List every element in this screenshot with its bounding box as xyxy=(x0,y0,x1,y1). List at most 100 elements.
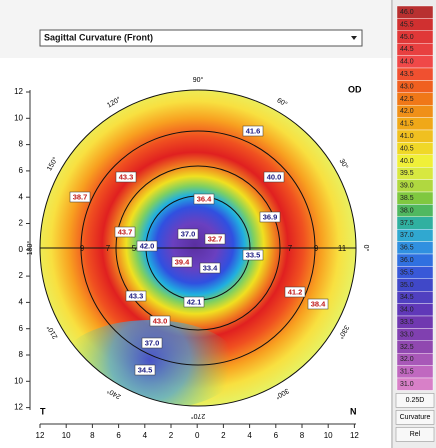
reading: 43.0 xyxy=(153,316,168,325)
reading-box xyxy=(115,171,137,183)
reading: 38.4 xyxy=(311,299,326,308)
legend-label: 41.0 xyxy=(400,133,414,140)
legend-label: 36.5 xyxy=(400,245,414,252)
angle-label: 0° xyxy=(362,245,370,252)
reading-box xyxy=(242,249,264,261)
reading: 33.4 xyxy=(203,263,218,272)
legend-label: 34.5 xyxy=(400,294,414,301)
reading: 43.3 xyxy=(129,291,144,300)
legend-label: 35.5 xyxy=(400,269,414,276)
dropdown-arrow xyxy=(351,36,357,40)
dropdown[interactable] xyxy=(39,29,363,47)
legend-label: 35.0 xyxy=(400,282,414,289)
x-axis-label: 10 xyxy=(62,431,71,440)
x-axis-label: 4 xyxy=(247,431,252,440)
y-axis-label: 12 xyxy=(14,403,23,412)
reading: 37.0 xyxy=(181,229,196,238)
y-axis-label: 2 xyxy=(19,219,24,228)
legend-label: 43.0 xyxy=(400,83,414,90)
reading: 41.2 xyxy=(288,287,303,296)
x-axis-label: 8 xyxy=(90,431,95,440)
legend-label: 33.0 xyxy=(400,331,414,338)
ring-label: 7 xyxy=(106,244,111,253)
legend-label: 42.5 xyxy=(400,96,414,103)
y-axis-label: 2 xyxy=(19,271,24,280)
reading-box xyxy=(177,228,199,240)
x-axis-label: 0 xyxy=(195,431,200,440)
legend-label: 32.0 xyxy=(400,356,414,363)
reading-box xyxy=(307,298,329,310)
legend-label: 40.0 xyxy=(400,158,414,165)
y-axis-label: 8 xyxy=(19,140,24,149)
legend-label: 38.0 xyxy=(400,207,414,214)
reading: 36.9 xyxy=(263,212,278,221)
legend-label: 44.5 xyxy=(400,46,414,53)
reading-box xyxy=(263,171,285,183)
x-axis-label: 2 xyxy=(169,431,174,440)
y-axis-label: 4 xyxy=(19,298,24,307)
ring-label: 11 xyxy=(338,244,347,253)
legend-scale: Rel xyxy=(410,431,421,438)
x-axis-label: 8 xyxy=(300,431,305,440)
y-axis-label: 4 xyxy=(19,192,24,201)
toolbar xyxy=(0,0,392,58)
legend-label: 45.0 xyxy=(400,34,414,41)
reading-box xyxy=(134,364,156,376)
y-axis-label: 12 xyxy=(14,87,23,96)
y-axis-label: 8 xyxy=(19,350,24,359)
dropdown-text: Sagittal Curvature (Front) xyxy=(44,32,153,42)
legend-swatch xyxy=(396,377,434,391)
reading: 43.7 xyxy=(118,227,133,236)
temporal-label: T xyxy=(40,406,46,416)
legend-label: 43.5 xyxy=(400,71,414,78)
y-axis-label: 10 xyxy=(14,376,23,385)
reading-box xyxy=(149,315,171,327)
legend-label: 39.5 xyxy=(400,170,414,177)
reading-box xyxy=(125,290,147,302)
angle-label: 180° xyxy=(26,241,34,256)
x-axis-label: 12 xyxy=(350,431,359,440)
legend-label: 33.5 xyxy=(400,319,414,326)
nasal-label: N xyxy=(350,406,357,416)
legend-mode-box xyxy=(395,410,435,425)
y-axis-label: 0 xyxy=(19,245,24,254)
y-axis-label: 6 xyxy=(19,166,24,175)
ring-label: 7 xyxy=(288,244,293,253)
legend-label: 42.0 xyxy=(400,108,414,115)
legend-label: 32.5 xyxy=(400,344,414,351)
legend-step: 0.25D xyxy=(406,397,425,404)
reading-box xyxy=(193,193,215,205)
reading-box xyxy=(141,337,163,349)
eye-label: OD xyxy=(348,84,362,94)
reading-box xyxy=(199,262,221,274)
legend-label: 31.5 xyxy=(400,369,414,376)
reading-box xyxy=(136,240,158,252)
reading: 40.0 xyxy=(267,172,282,181)
x-axis-label: 2 xyxy=(221,431,226,440)
legend-label: 39.0 xyxy=(400,183,414,190)
legend-label: 45.5 xyxy=(400,21,414,28)
x-axis-label: 6 xyxy=(116,431,121,440)
reading-box xyxy=(259,211,281,223)
legend-step-box xyxy=(395,393,435,408)
legend-label: 31.0 xyxy=(400,381,414,388)
legend-label: 37.5 xyxy=(400,220,414,227)
reading-box xyxy=(204,233,226,245)
reading: 37.0 xyxy=(145,338,160,347)
angle-label: 90° xyxy=(193,76,204,84)
legend-label: 41.5 xyxy=(400,121,414,128)
legend-label: 36.0 xyxy=(400,257,414,264)
legend-label: 38.5 xyxy=(400,195,414,202)
y-axis-label: 10 xyxy=(14,113,23,122)
x-axis-label: 4 xyxy=(143,431,148,440)
x-axis-label: 6 xyxy=(274,431,279,440)
reading-box xyxy=(242,125,264,137)
x-axis-label: 12 xyxy=(36,431,45,440)
reading: 34.5 xyxy=(138,365,153,374)
reading: 38.7 xyxy=(73,192,88,201)
y-axis-label: 6 xyxy=(19,324,24,333)
reading: 42.0 xyxy=(140,241,155,250)
reading: 32.7 xyxy=(208,234,223,243)
